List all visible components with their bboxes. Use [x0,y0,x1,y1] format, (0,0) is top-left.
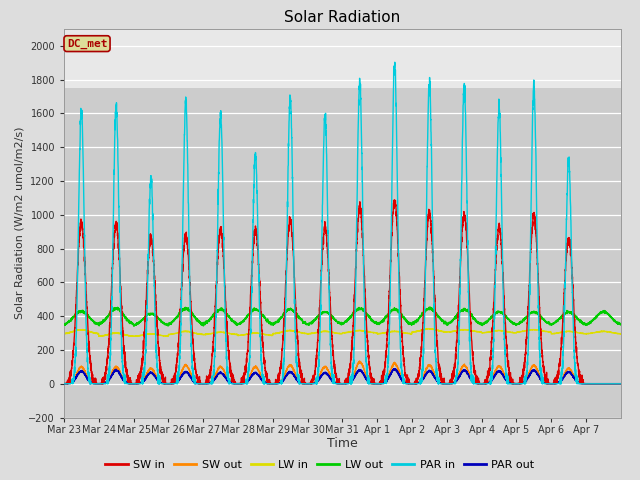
X-axis label: Time: Time [327,437,358,450]
Title: Solar Radiation: Solar Radiation [284,10,401,25]
Text: DC_met: DC_met [67,38,108,49]
Y-axis label: Solar Radiation (W/m2 umol/m2/s): Solar Radiation (W/m2 umol/m2/s) [14,127,24,320]
Bar [64,29,621,88]
Legend: SW in, SW out, LW in, LW out, PAR in, PAR out: SW in, SW out, LW in, LW out, PAR in, PA… [101,456,539,474]
